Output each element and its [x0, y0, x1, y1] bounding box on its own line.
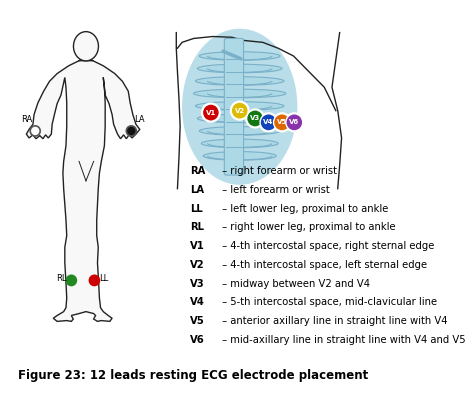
Text: RL: RL [56, 274, 67, 283]
Text: V5: V5 [277, 119, 287, 125]
Text: V3: V3 [190, 279, 204, 288]
Text: RA: RA [190, 166, 205, 176]
Ellipse shape [201, 139, 278, 148]
Circle shape [30, 126, 40, 136]
Text: – anterior axillary line in straight line with V4: – anterior axillary line in straight lin… [219, 316, 447, 326]
Text: V5: V5 [190, 316, 204, 326]
Circle shape [286, 114, 303, 131]
Text: V2: V2 [235, 108, 245, 114]
Text: – 5-th intercostal space, mid-clavicular line: – 5-th intercostal space, mid-clavicular… [219, 297, 437, 307]
Text: – midway between V2 and V4: – midway between V2 and V4 [219, 279, 370, 288]
Ellipse shape [193, 89, 286, 98]
Text: V2: V2 [190, 260, 204, 270]
Circle shape [230, 101, 250, 121]
Circle shape [126, 126, 137, 136]
Ellipse shape [195, 77, 284, 85]
Circle shape [260, 114, 277, 131]
Text: – right forearm or wrist: – right forearm or wrist [219, 166, 337, 176]
FancyArrowPatch shape [223, 51, 241, 59]
Polygon shape [27, 61, 140, 321]
Circle shape [202, 104, 219, 121]
Circle shape [231, 102, 248, 119]
Text: – right lower leg, proximal to ankle: – right lower leg, proximal to ankle [219, 222, 395, 232]
Text: V6: V6 [289, 119, 300, 125]
Text: – mid-axillary line in straight line with V4 and V5: – mid-axillary line in straight line wit… [219, 335, 465, 345]
Text: LL: LL [100, 274, 109, 283]
Text: – left lower leg, proximal to ankle: – left lower leg, proximal to ankle [219, 204, 388, 214]
Ellipse shape [200, 127, 280, 135]
Ellipse shape [198, 114, 282, 123]
Text: V1: V1 [190, 241, 205, 251]
Circle shape [258, 112, 279, 132]
Text: V4: V4 [190, 297, 205, 307]
Ellipse shape [73, 31, 99, 61]
Circle shape [273, 114, 291, 131]
Text: Figure 23: 12 leads resting ECG electrode placement: Figure 23: 12 leads resting ECG electrod… [18, 369, 369, 382]
Ellipse shape [203, 152, 276, 160]
Circle shape [272, 112, 292, 132]
Circle shape [246, 110, 264, 127]
Text: V1: V1 [206, 110, 216, 116]
Text: – 4-th intercostal space, right sternal edge: – 4-th intercostal space, right sternal … [219, 241, 434, 251]
Ellipse shape [198, 64, 282, 73]
Text: V3: V3 [250, 116, 260, 121]
Ellipse shape [182, 29, 297, 185]
Circle shape [66, 275, 76, 285]
Text: RA: RA [21, 115, 32, 124]
Text: LL: LL [190, 204, 202, 214]
Text: – 4-th intercostal space, left sternal edge: – 4-th intercostal space, left sternal e… [219, 260, 427, 270]
Circle shape [284, 112, 304, 132]
Circle shape [90, 275, 100, 285]
Text: LA: LA [135, 115, 145, 124]
Text: V6: V6 [190, 335, 204, 345]
Text: V4: V4 [264, 119, 273, 125]
Circle shape [201, 103, 221, 123]
Text: LA: LA [190, 185, 204, 195]
Ellipse shape [200, 52, 280, 60]
Text: RL: RL [190, 222, 204, 232]
Ellipse shape [195, 102, 284, 110]
Text: – left forearm or wrist: – left forearm or wrist [219, 185, 329, 195]
Circle shape [245, 108, 265, 129]
FancyBboxPatch shape [224, 39, 244, 175]
